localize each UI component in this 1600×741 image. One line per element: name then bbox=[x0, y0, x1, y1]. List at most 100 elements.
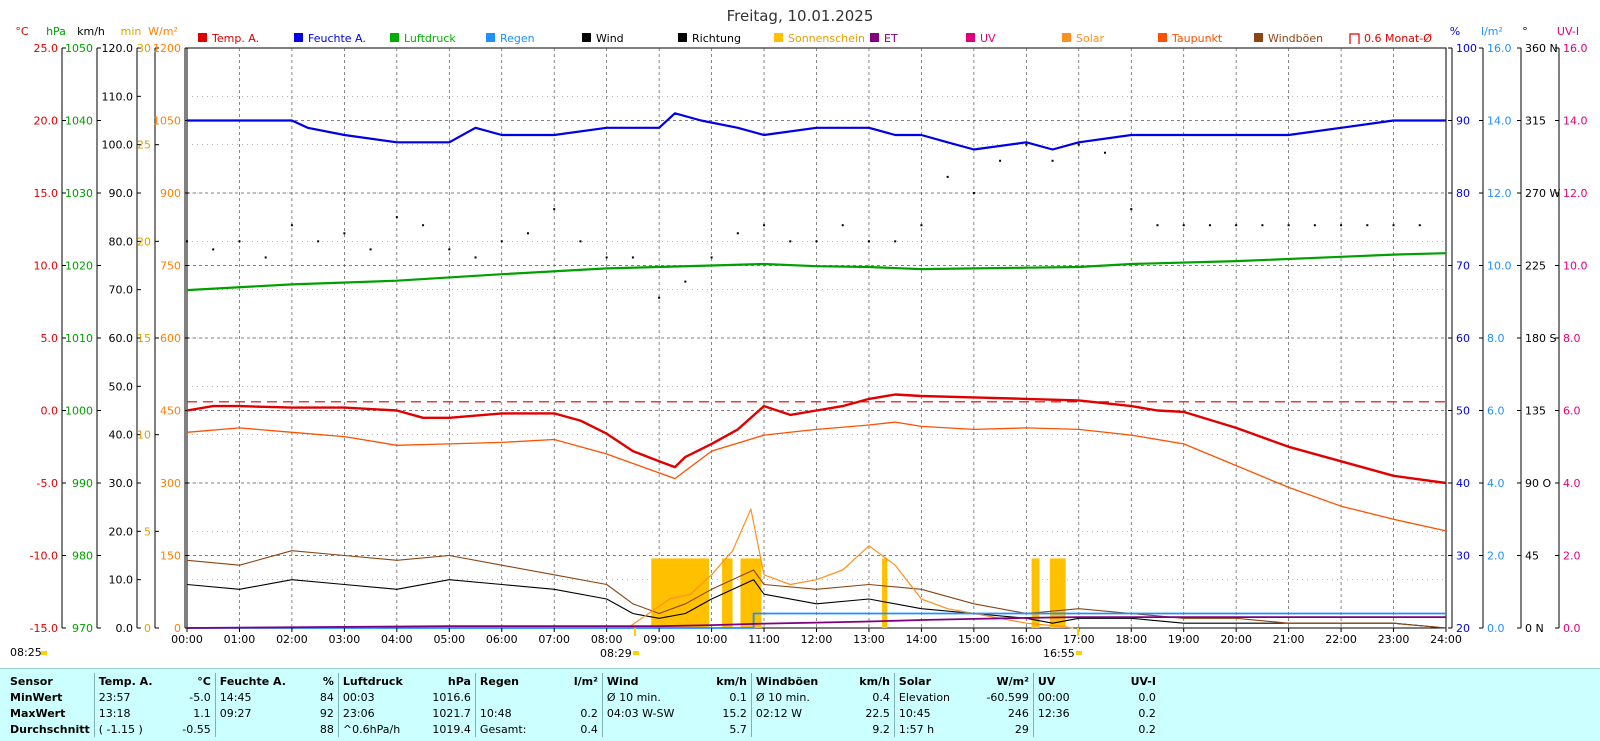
stats-cell-value bbox=[550, 689, 603, 705]
series-line-3 bbox=[186, 252, 1447, 292]
stats-header-unit: UV-I bbox=[1130, 674, 1156, 688]
tick-label-direction_deg: 90 O bbox=[1525, 477, 1551, 490]
tick-label-wind_kmh: 90.0 bbox=[109, 187, 134, 200]
direction-point bbox=[946, 175, 949, 178]
x-tick-label: 18:00 bbox=[1115, 633, 1147, 646]
direction-point bbox=[867, 240, 870, 243]
stats-cell-value: 29 bbox=[1014, 722, 1029, 736]
stats-header-unit: km/h bbox=[859, 674, 890, 688]
direction-point bbox=[631, 256, 634, 259]
direction-point bbox=[238, 240, 241, 243]
x-tick-label: 22:00 bbox=[1325, 633, 1357, 646]
tick-label-rain_lm2: 0.0 bbox=[1487, 622, 1505, 635]
stats-cell-time: 23:06 bbox=[337, 705, 423, 721]
tick-label-uv_index: 8.0 bbox=[1563, 332, 1581, 345]
stats-cell-value: -5.0 bbox=[189, 690, 211, 704]
unit-wind: km/h bbox=[77, 25, 105, 38]
stats-cell-time: 1:57 h bbox=[893, 721, 969, 737]
tick-label-pressure_hpa: 1020 bbox=[65, 260, 93, 273]
tick-label-uv_index: 10.0 bbox=[1563, 260, 1588, 273]
stats-cell-time: 00:03 bbox=[337, 689, 423, 705]
stats-cell-time: ( -1.15 ) bbox=[93, 721, 167, 737]
legend-swatch bbox=[294, 33, 303, 42]
legend-label: UV bbox=[980, 32, 996, 45]
tick-label-direction_deg: 135 bbox=[1525, 405, 1546, 418]
tick-label-pressure_hpa: 990 bbox=[72, 477, 93, 490]
direction-point bbox=[1340, 224, 1343, 227]
tick-label-sunshine_min: 5 bbox=[144, 525, 151, 538]
tick-label-uv_index: 14.0 bbox=[1563, 115, 1588, 128]
legend-label: Wind bbox=[596, 32, 624, 45]
series-line-9 bbox=[186, 616, 1446, 629]
legend: Temp. A. Feuchte A. Luftdruck Regen Wind Rich… bbox=[198, 32, 1432, 45]
direction-point bbox=[395, 216, 398, 219]
direction-point bbox=[763, 224, 766, 227]
direction-point bbox=[474, 256, 477, 259]
direction-point bbox=[448, 248, 451, 251]
tick-label-direction_deg: 45 bbox=[1525, 550, 1539, 563]
tick-label-rain_lm2: 4.0 bbox=[1487, 477, 1505, 490]
stats-row-label: MaxWert bbox=[10, 706, 66, 720]
stats-header: UV bbox=[1032, 673, 1102, 689]
tick-label-humidity_pct: 40 bbox=[1456, 477, 1470, 490]
direction-point bbox=[500, 240, 503, 243]
tick-label-pressure_hpa: 980 bbox=[72, 550, 93, 563]
direction-point bbox=[1366, 224, 1369, 227]
tick-label-solar_wm2: 300 bbox=[160, 477, 181, 490]
tick-label-temp_c: -10.0 bbox=[30, 550, 58, 563]
legend-label: Sonnenschein bbox=[788, 32, 865, 45]
tick-label-uv_index: 12.0 bbox=[1563, 187, 1588, 200]
tick-label-temp_c: -15.0 bbox=[30, 622, 58, 635]
tick-label-humidity_pct: 80 bbox=[1456, 187, 1470, 200]
x-tick-label: 17:00 bbox=[1063, 633, 1095, 646]
stats-cell-value: 1021.7 bbox=[432, 706, 471, 720]
stats-cell-value: 1019.4 bbox=[432, 722, 471, 736]
series-line-8 bbox=[187, 612, 1446, 629]
x-tick-label: 10:00 bbox=[696, 633, 728, 646]
axes: 25.020.015.010.05.00.0-5.0-10.0-15.01050… bbox=[30, 42, 1588, 635]
tick-label-solar_wm2: 450 bbox=[160, 405, 181, 418]
stats-cell-time: 14:45 bbox=[214, 689, 290, 705]
direction-point bbox=[422, 224, 425, 227]
stats-header-unit: hPa bbox=[447, 674, 471, 688]
sunrise-label: 08:25 bbox=[10, 646, 42, 659]
legend-label: 0.6 Monat-Ø bbox=[1364, 32, 1432, 45]
tick-label-wind_kmh: 120.0 bbox=[102, 42, 134, 55]
stats-row: MaxWert 13:18 1.1 09:27 92 23:06 1021.7 10:48 0.… bbox=[6, 705, 1160, 721]
legend-swatch bbox=[678, 33, 687, 42]
sunrise-tick bbox=[634, 628, 636, 636]
direction-point bbox=[264, 256, 267, 259]
direction-point bbox=[186, 240, 188, 243]
stats-header: Wind bbox=[601, 673, 693, 689]
stats-cell-time bbox=[750, 721, 836, 737]
direction-point bbox=[290, 224, 293, 227]
stats-cell-value: -0.55 bbox=[182, 722, 211, 736]
unit-uv: UV-I bbox=[1557, 25, 1579, 38]
stats-cell-time: 13:18 bbox=[93, 705, 167, 721]
tick-label-sunshine_min: 0 bbox=[144, 622, 151, 635]
stats-cell-time: 02:12 W bbox=[750, 705, 836, 721]
x-tick-label: 02:00 bbox=[276, 633, 308, 646]
tick-label-temp_c: 10.0 bbox=[34, 260, 59, 273]
direction-point bbox=[1261, 224, 1264, 227]
tick-label-wind_kmh: 40.0 bbox=[109, 429, 134, 442]
stats-cell-value: 9.2 bbox=[872, 722, 890, 736]
stats-cell-time: ^0.6hPa/h bbox=[337, 721, 423, 737]
stats-header-row: Sensor Temp. A. °C Feuchte A.% Luftdruck hPa R… bbox=[6, 673, 1160, 689]
stats-cell-time: 00:00 bbox=[1032, 689, 1102, 705]
stats-cell-value: 88 bbox=[319, 722, 334, 736]
direction-point bbox=[999, 159, 1002, 162]
stats-row-label: MinWert bbox=[10, 690, 63, 704]
sunshine-bar bbox=[722, 558, 733, 628]
plot-area bbox=[186, 112, 1447, 629]
tick-label-uv_index: 16.0 bbox=[1563, 42, 1588, 55]
tick-label-solar_wm2: 0 bbox=[174, 622, 181, 635]
tick-label-humidity_pct: 50 bbox=[1456, 405, 1470, 418]
tick-label-pressure_hpa: 970 bbox=[72, 622, 93, 635]
stats-cell-time: 10:45 bbox=[893, 705, 969, 721]
unit-humidity: % bbox=[1450, 25, 1460, 38]
stats-cell-value: 0.2 bbox=[580, 706, 598, 720]
stats-cell-time bbox=[474, 689, 550, 705]
direction-point bbox=[972, 192, 975, 194]
unit-sunshine: min bbox=[121, 25, 142, 38]
